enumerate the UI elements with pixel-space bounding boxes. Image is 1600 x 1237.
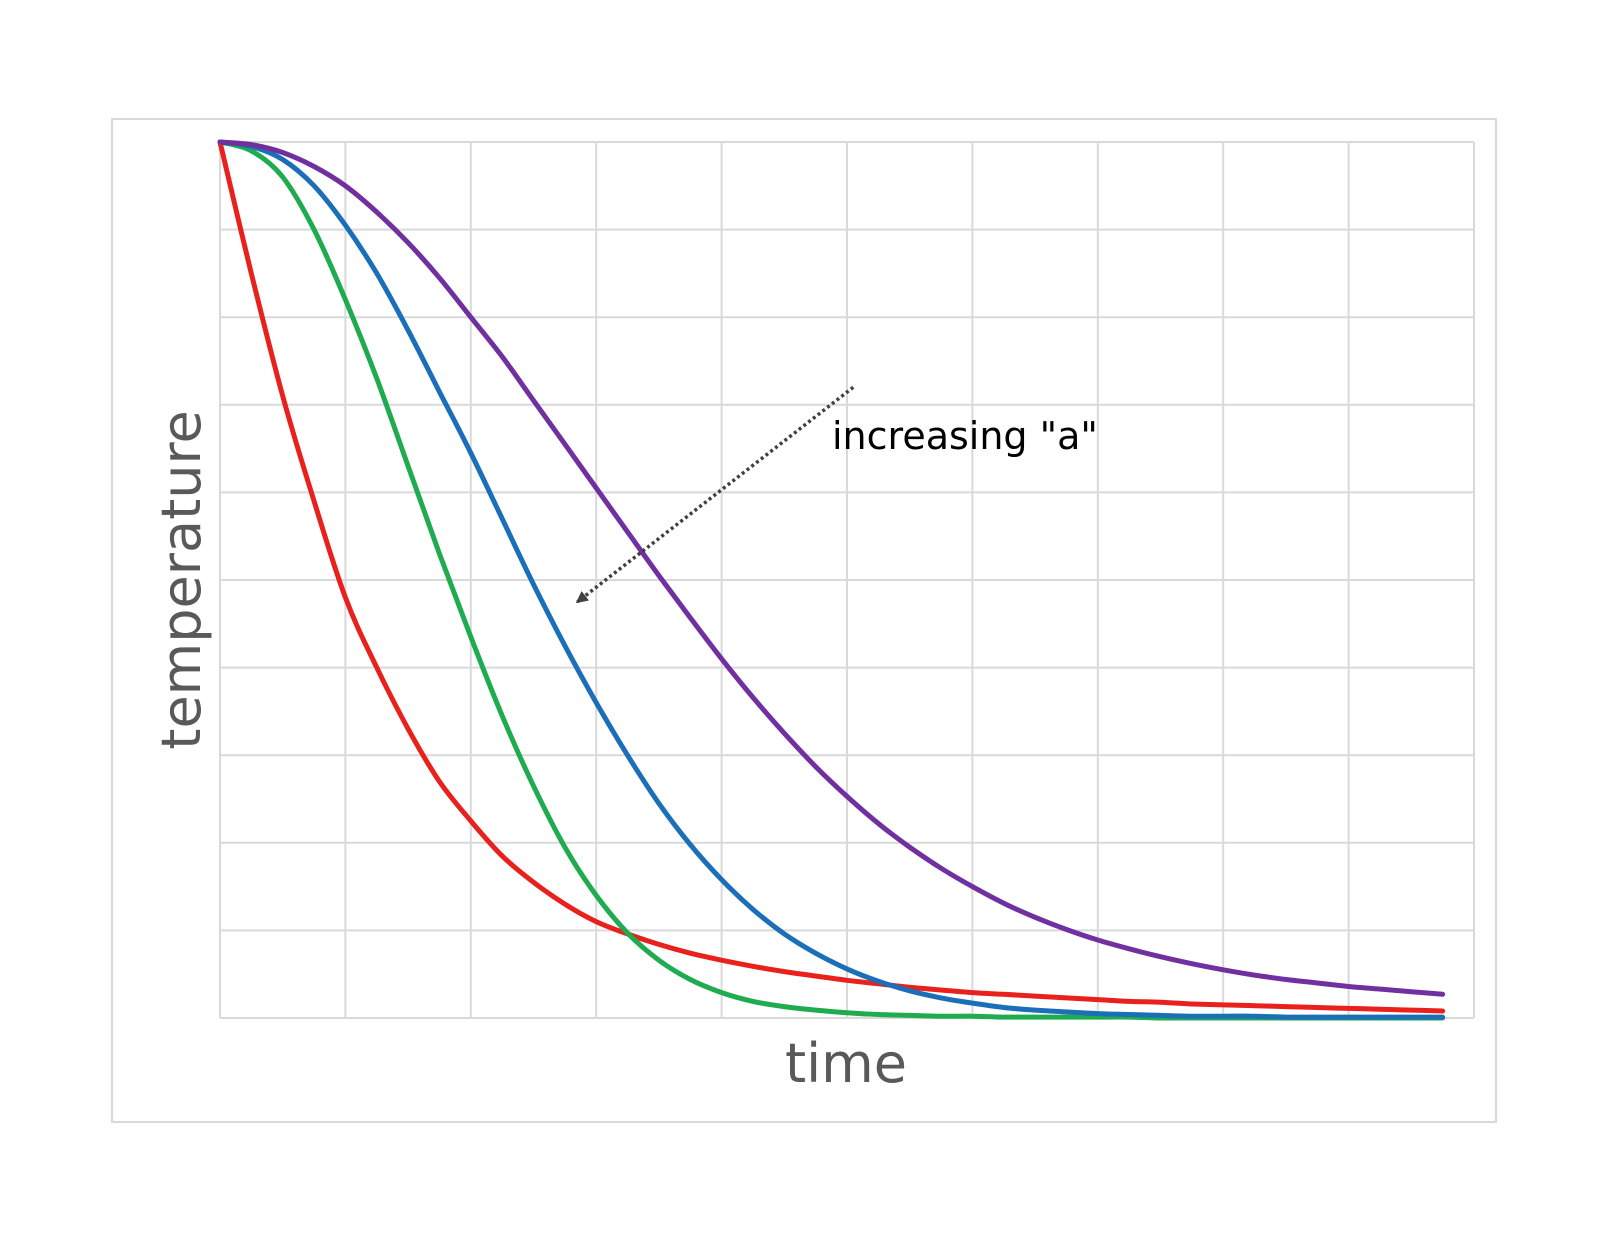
series-line-4 — [217, 139, 1446, 997]
annotation-label: increasing "a" — [832, 414, 1098, 458]
series-line-1 — [217, 139, 1446, 1014]
series-layer — [217, 139, 1446, 1021]
x-axis-title: time — [785, 1032, 907, 1095]
annotation-layer: increasing "a" — [575, 385, 1098, 604]
grid-layer — [219, 141, 1475, 1019]
annotation-arrow — [575, 385, 855, 604]
y-axis-title: temperature — [150, 410, 213, 749]
chart-frame: increasing "a" time temperature — [111, 118, 1497, 1123]
series-line-3 — [217, 139, 1446, 1020]
chart-svg: increasing "a" time temperature — [150, 139, 1475, 1095]
